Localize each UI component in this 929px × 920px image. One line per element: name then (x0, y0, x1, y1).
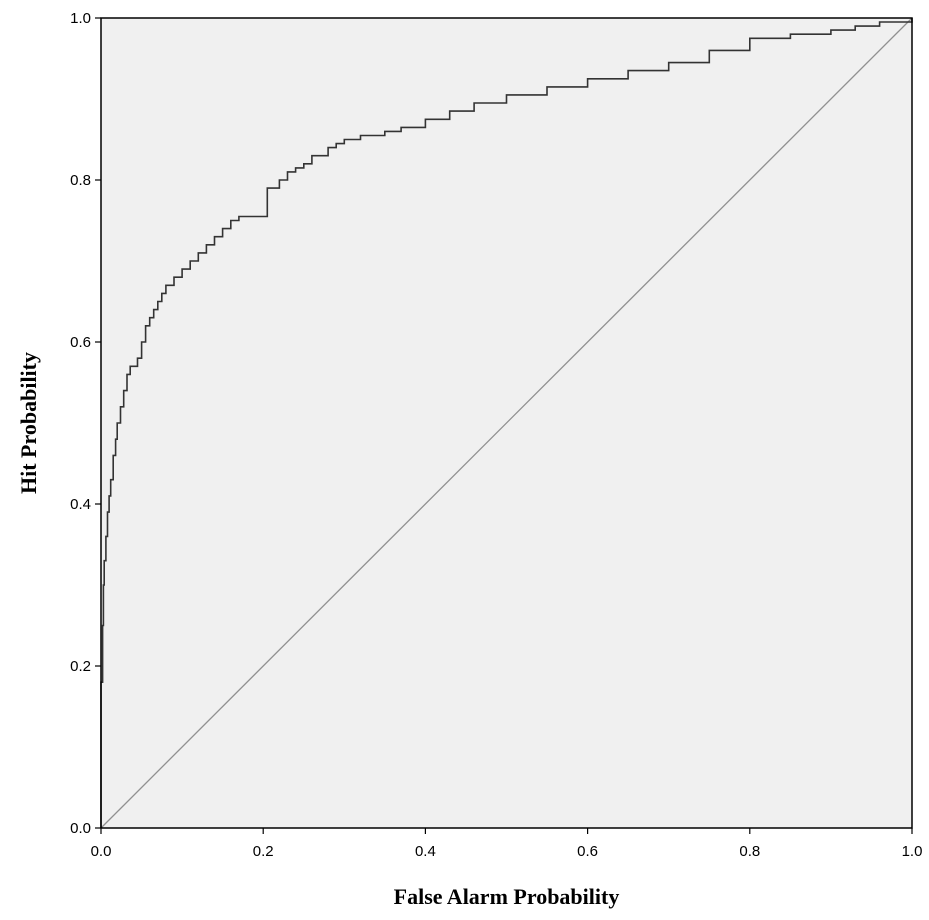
y-tick-label: 0.8 (70, 172, 91, 189)
x-tick-label: 0.0 (91, 843, 112, 860)
x-tick-label: 0.4 (415, 843, 436, 860)
series-layer (100, 17, 913, 829)
x-axis-title: False Alarm Probability (394, 884, 620, 909)
x-tick-label: 0.6 (577, 843, 598, 860)
tick-layer: 0.0 0.2 0.4 0.6 0.8 1.0 0.0 0.2 0.4 0.6 0.8 1.0 (70, 10, 922, 860)
y-tick-label: 0.6 (70, 334, 91, 351)
x-tick-label: 1.0 (902, 843, 923, 860)
reference-diagonal-line (100, 17, 913, 829)
plot-frame (100, 17, 913, 829)
y-axis-title: Hit Probability (16, 352, 41, 494)
x-tick-label: 0.8 (739, 843, 760, 860)
roc-curve-line (100, 18, 913, 828)
y-tick-label: 0.4 (70, 496, 91, 513)
y-tick-label: 0.0 (70, 820, 91, 837)
x-tick-label: 0.2 (253, 843, 274, 860)
y-tick-label: 1.0 (70, 10, 91, 27)
y-tick-label: 0.2 (70, 658, 91, 675)
